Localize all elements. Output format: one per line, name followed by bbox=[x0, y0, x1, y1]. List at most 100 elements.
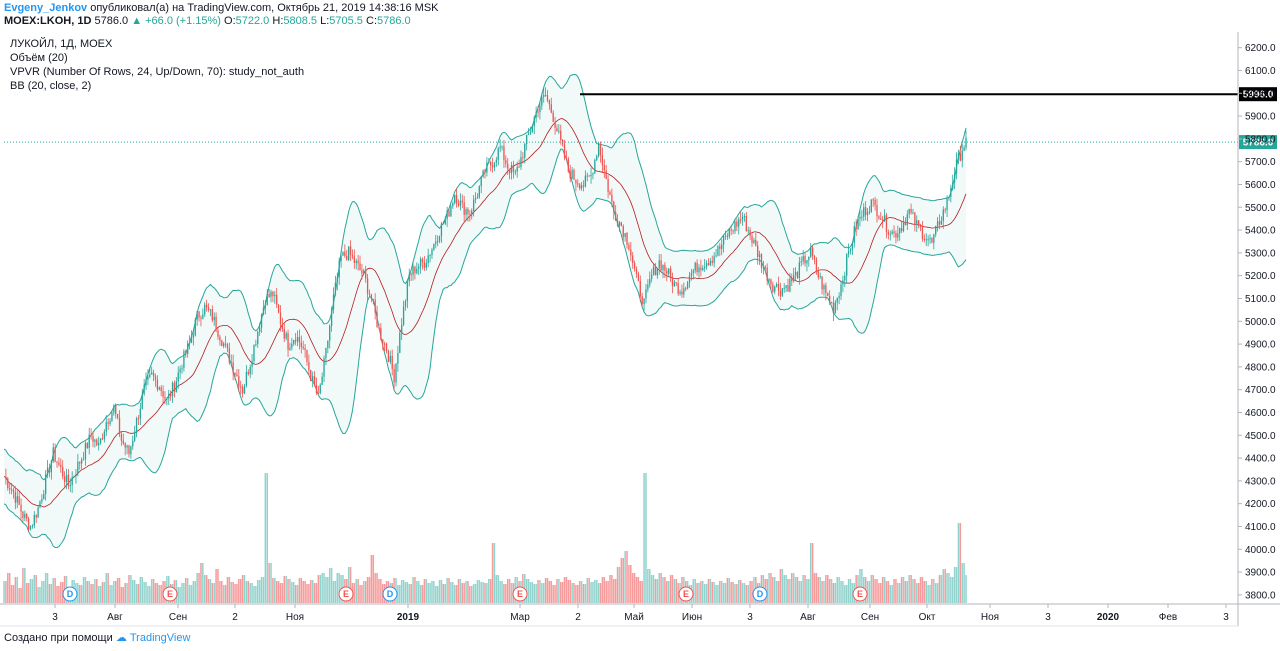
volume-bar bbox=[338, 573, 340, 603]
volume-bar bbox=[222, 585, 225, 603]
volume-bar bbox=[417, 581, 420, 603]
volume-bar bbox=[272, 578, 274, 603]
volume-bar bbox=[241, 575, 244, 603]
candle-body bbox=[486, 162, 488, 173]
candle-body bbox=[336, 277, 338, 283]
candle-body bbox=[215, 316, 217, 331]
candle-body bbox=[109, 420, 111, 424]
volume-bar bbox=[951, 577, 954, 603]
candle-body bbox=[401, 324, 403, 333]
candle-body bbox=[202, 314, 204, 319]
volume-bar bbox=[931, 579, 933, 603]
candle-body bbox=[863, 207, 865, 217]
legend-bb[interactable]: BB (20, close, 2) bbox=[10, 80, 92, 92]
candle-body bbox=[652, 266, 655, 275]
candle-body bbox=[732, 230, 734, 232]
candle-body bbox=[185, 351, 187, 354]
volume-bar bbox=[274, 578, 276, 603]
candle-body bbox=[499, 146, 501, 149]
dividend-marker[interactable] bbox=[382, 586, 398, 602]
candle-body bbox=[823, 285, 825, 290]
candle-body bbox=[510, 165, 513, 174]
earnings-marker[interactable] bbox=[512, 586, 528, 602]
volume-bar bbox=[455, 585, 458, 603]
volume-bar bbox=[3, 581, 5, 603]
y-tick-label: 6100.0 bbox=[1245, 66, 1276, 77]
volume-bar bbox=[463, 583, 465, 603]
candle-body bbox=[262, 307, 265, 315]
earnings-marker[interactable] bbox=[162, 586, 178, 602]
volume-bar bbox=[20, 588, 22, 603]
dividend-marker[interactable] bbox=[752, 586, 768, 602]
volume-bar bbox=[452, 582, 454, 603]
event-marker-label: E bbox=[683, 589, 689, 599]
candle-body bbox=[597, 143, 600, 157]
candle-body bbox=[397, 352, 399, 364]
candle-body bbox=[957, 153, 960, 160]
candle-body bbox=[632, 255, 634, 263]
candle-body bbox=[276, 294, 278, 305]
volume-bar bbox=[660, 573, 662, 603]
volume-bar bbox=[12, 585, 15, 603]
earnings-marker[interactable] bbox=[338, 586, 354, 602]
candle-body bbox=[60, 464, 62, 468]
y-tick-label: 6000.0 bbox=[1245, 89, 1276, 100]
candle-body bbox=[241, 387, 244, 394]
tradingview-logo-icon[interactable]: ☁ bbox=[115, 632, 127, 644]
dividend-marker[interactable] bbox=[62, 586, 78, 602]
candle-body bbox=[274, 294, 276, 297]
high-value: 5808.5 bbox=[283, 15, 318, 27]
candle-body bbox=[393, 368, 395, 383]
volume-bar bbox=[78, 585, 81, 603]
legend-volume[interactable]: Объём (20) bbox=[10, 52, 68, 64]
volume-bar bbox=[554, 585, 556, 603]
candle-body bbox=[830, 302, 833, 304]
volume-bar bbox=[673, 579, 676, 603]
candle-body bbox=[880, 218, 882, 220]
volume-bar bbox=[198, 573, 200, 603]
volume-bar bbox=[491, 543, 494, 603]
volume-bar bbox=[726, 578, 729, 603]
candle-body bbox=[836, 297, 838, 303]
volume-bar bbox=[304, 581, 306, 603]
volume-bar bbox=[917, 583, 920, 603]
candle-body bbox=[304, 348, 306, 350]
volume-bar bbox=[120, 587, 123, 603]
candle-body bbox=[10, 489, 13, 491]
candle-body bbox=[294, 339, 297, 342]
volume-bar bbox=[927, 585, 929, 603]
volume-bar bbox=[677, 583, 679, 603]
volume-bar bbox=[571, 583, 573, 603]
volume-bar bbox=[631, 573, 634, 603]
volume-bar bbox=[902, 577, 905, 603]
candle-body bbox=[626, 233, 628, 245]
candle-body bbox=[454, 195, 456, 204]
volume-bar bbox=[372, 555, 375, 603]
legend-vpvr[interactable]: VPVR (Number Of Rows, 24, Up/Down, 70): … bbox=[10, 66, 305, 78]
earnings-marker[interactable] bbox=[678, 586, 694, 602]
volume-bar bbox=[442, 584, 445, 603]
price-change: ▲ +66.0 (+1.15%) bbox=[131, 15, 221, 27]
author-link[interactable]: Evgeny_Jenkov bbox=[4, 2, 88, 14]
volume-bar bbox=[90, 584, 92, 603]
volume-bar bbox=[707, 579, 710, 603]
candle-body bbox=[404, 301, 407, 307]
volume-bar bbox=[531, 582, 534, 603]
volume-bar bbox=[667, 581, 670, 603]
earnings-marker[interactable] bbox=[852, 586, 868, 602]
candle-body bbox=[783, 287, 785, 289]
candle-body bbox=[603, 165, 605, 171]
candle-body bbox=[700, 267, 702, 271]
volume-bar bbox=[224, 585, 227, 603]
candle-body bbox=[929, 237, 931, 240]
volume-bar bbox=[671, 575, 674, 603]
volume-bar bbox=[14, 577, 17, 603]
candle-body bbox=[455, 195, 458, 204]
volume-bar bbox=[836, 577, 838, 603]
candle-body bbox=[677, 283, 679, 294]
x-tick-label: Сен bbox=[861, 612, 879, 623]
footer-brand[interactable]: TradingView bbox=[129, 632, 191, 644]
y-tick-label: 4700.0 bbox=[1245, 385, 1276, 396]
candle-body bbox=[99, 438, 102, 444]
